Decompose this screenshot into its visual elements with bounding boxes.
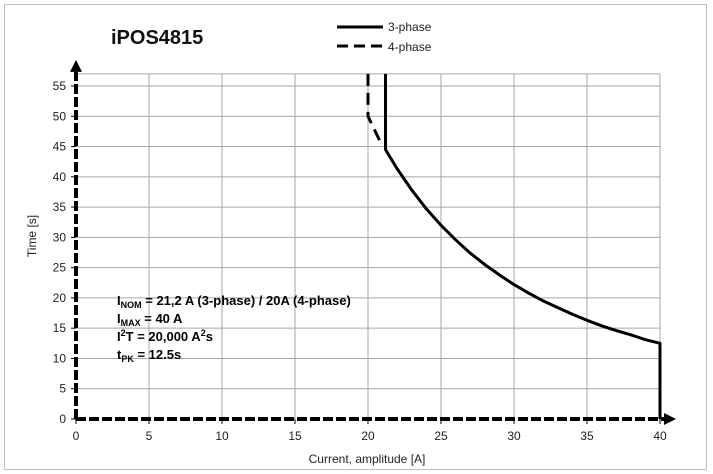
axes: [70, 59, 676, 425]
legend-label-4-phase: 4-phase: [388, 40, 432, 54]
y-tick-label: 35: [53, 200, 67, 214]
y-tick-label: 40: [53, 170, 67, 184]
annotation-imax: IMAX = 40 A: [117, 311, 183, 328]
y-axis-label: Time [s]: [25, 215, 39, 257]
y-tick-label: 20: [53, 291, 67, 305]
series-line-4-phase: [366, 73, 383, 145]
y-tick-label: 55: [53, 79, 67, 93]
x-tick-label: 40: [653, 429, 667, 443]
x-tick-label: 25: [434, 429, 448, 443]
chart-title: iPOS4815: [111, 27, 203, 49]
y-tick-label: 5: [59, 382, 66, 396]
x-tick-label: 10: [215, 429, 229, 443]
y-tick-label: 50: [53, 109, 67, 123]
y-tick-label: 30: [53, 230, 67, 244]
x-tick-label: 0: [73, 429, 80, 443]
y-axis-arrow: [70, 59, 82, 72]
x-tick-label: 5: [146, 429, 153, 443]
series-line-3-phase: [384, 73, 662, 419]
y-tick-label: 25: [53, 261, 67, 275]
annotation-block: INOM = 21,2 A (3-phase) / 20A (4-phase) …: [117, 293, 351, 364]
x-tick-label: 35: [580, 429, 594, 443]
annotation-inom: INOM = 21,2 A (3-phase) / 20A (4-phase): [117, 293, 351, 310]
y-tick-label: 0: [59, 412, 66, 426]
annotation-i2t: I2T = 20,000 A2s: [117, 328, 213, 344]
x-tick-label: 20: [361, 429, 375, 443]
y-tick-label: 10: [53, 351, 67, 365]
y-tick-label: 45: [53, 140, 67, 154]
legend-label-3-phase: 3-phase: [388, 20, 432, 34]
x-axis-arrow: [664, 413, 676, 425]
legend: 3-phase 4-phase: [337, 20, 432, 54]
x-axis-label: Current, amplitude [A]: [309, 452, 426, 466]
x-tick-label: 15: [288, 429, 302, 443]
annotation-tpk: tPK = 12.5s: [117, 347, 181, 364]
y-tick-labels: 0 5 10 15 20 25 30 35 40 45 50 55: [53, 79, 67, 426]
y-tick-label: 15: [53, 321, 67, 335]
series-group: [366, 73, 662, 419]
grid: [76, 73, 661, 419]
x-tick-label: 30: [507, 429, 521, 443]
x-tick-labels: 0 5 10 15 20 25 30 35 40: [73, 429, 667, 443]
